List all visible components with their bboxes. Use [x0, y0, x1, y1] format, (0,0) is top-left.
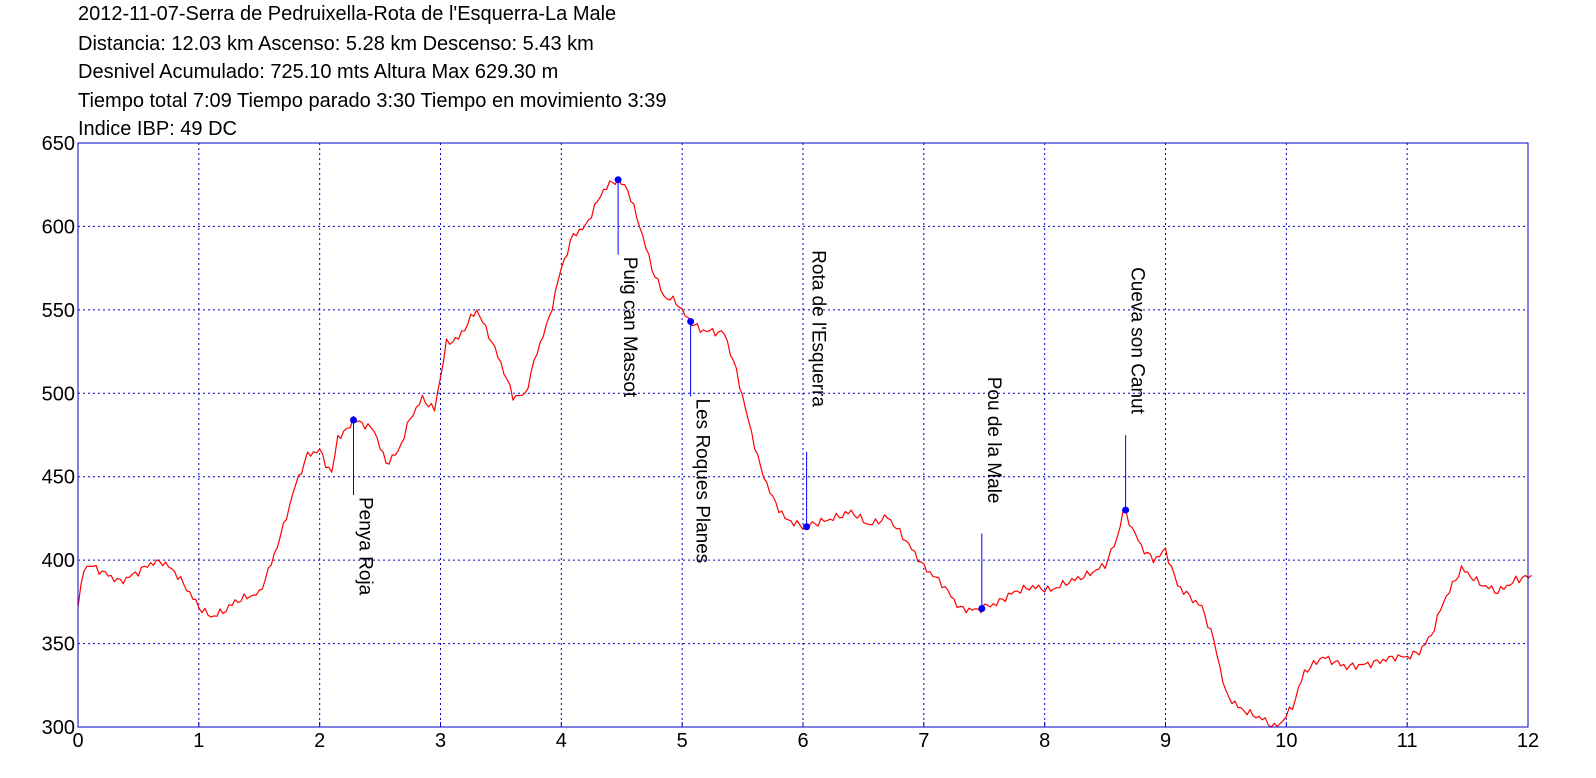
grid-lines	[77, 143, 1529, 727]
x-tick-label: 8	[1039, 730, 1050, 752]
distance-summary: Distancia: 12.03 km Ascenso: 5.28 km Des…	[78, 33, 594, 55]
waypoint-dot	[1122, 506, 1130, 514]
waypoint-marker: Pou de la Male	[978, 377, 1004, 613]
x-tick-label: 7	[918, 730, 929, 752]
waypoint-markers: Penya Roja Puig can Massot Les Roques Plan…	[350, 176, 1148, 613]
time-summary: Tiempo total 7:09 Tiempo parado 3:30 Tie…	[78, 90, 667, 112]
x-tick-label: 1	[193, 730, 204, 752]
y-tick-label: 300	[42, 717, 75, 739]
waypoint-label: Puig can Massot	[619, 257, 640, 398]
waypoint-marker: Puig can Massot	[614, 176, 640, 398]
elevation-summary: Desnivel Acumulado: 725.10 mts Altura Ma…	[78, 61, 559, 83]
x-tick-label: 11	[1397, 730, 1418, 752]
x-tick-label: 4	[556, 730, 567, 752]
waypoint-label: Penya Roja	[355, 497, 376, 596]
y-tick-label: 650	[42, 133, 75, 155]
waypoint-marker: Cueva son Canut	[1122, 267, 1148, 514]
x-tick-label: 10	[1275, 730, 1297, 752]
ibp-index: Indice IBP: 49 DC	[78, 118, 237, 140]
waypoint-marker: Les Roques Planes	[687, 318, 713, 563]
y-tick-label: 450	[42, 467, 75, 489]
waypoint-dot	[978, 605, 986, 613]
elevation-line	[77, 178, 1532, 728]
x-tick-label: 0	[72, 730, 83, 752]
waypoint-dot	[687, 318, 695, 326]
waypoint-label: Pou de la Male	[983, 377, 1004, 504]
x-tick-label: 9	[1160, 730, 1171, 752]
waypoint-dot	[803, 523, 811, 531]
y-tick-label: 600	[42, 216, 75, 238]
x-tick-label: 3	[435, 730, 446, 752]
y-tick-label: 500	[42, 383, 75, 405]
chart-title: 2012-11-07-Serra de Pedruixella-Rota de …	[78, 3, 617, 25]
waypoint-dot	[614, 176, 622, 184]
y-tick-label: 400	[42, 550, 75, 572]
waypoint-marker: Penya Roja	[350, 416, 376, 596]
waypoint-label: Rota de l'Esquerra	[808, 250, 829, 407]
x-tick-label: 6	[797, 730, 808, 752]
waypoint-label: Cueva son Canut	[1127, 267, 1148, 415]
waypoint-marker: Rota de l'Esquerra	[803, 250, 829, 531]
y-tick-label: 350	[42, 634, 75, 656]
x-tick-label: 2	[314, 730, 325, 752]
x-tick-label: 5	[677, 730, 688, 752]
waypoint-dot	[350, 416, 357, 424]
plot-frame	[77, 142, 1529, 728]
x-tick-label: 12	[1517, 730, 1539, 752]
profile-layer	[77, 178, 1532, 728]
y-tick-label: 550	[42, 300, 75, 322]
waypoint-label: Les Roques Planes	[692, 399, 713, 564]
